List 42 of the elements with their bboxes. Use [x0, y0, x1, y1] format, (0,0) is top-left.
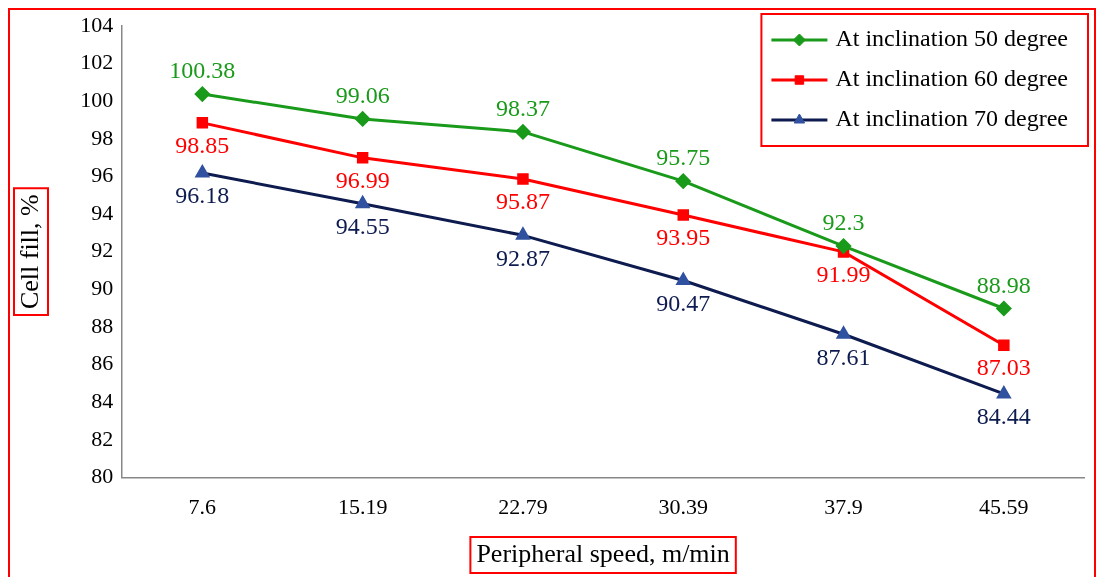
- data-label: 87.03: [976, 354, 1031, 381]
- x-tick-label: 15.19: [337, 494, 388, 520]
- data-label: 92.87: [495, 244, 550, 271]
- y-tick-label: 104: [80, 11, 114, 37]
- legend-label: At inclination 70 degree: [835, 105, 1068, 132]
- y-axis-title: Cell fill, %: [15, 194, 45, 310]
- data-label: 100.38: [169, 57, 236, 84]
- data-label: 91.99: [816, 261, 871, 288]
- data-label: 98.37: [495, 95, 550, 122]
- data-label: 96.18: [175, 182, 230, 209]
- data-label: 87.61: [816, 343, 871, 370]
- data-label: 84.44: [976, 403, 1031, 430]
- y-tick-label: 98: [91, 124, 114, 150]
- y-tick-label: 88: [91, 312, 114, 338]
- data-label: 95.75: [656, 144, 711, 171]
- data-label: 90.47: [656, 289, 711, 316]
- x-tick-label: 45.59: [979, 494, 1029, 520]
- x-tick-label: 30.39: [658, 494, 708, 520]
- y-tick-label: 92: [91, 237, 114, 263]
- y-tick-label: 80: [91, 463, 114, 489]
- x-tick-label: 22.79: [498, 494, 548, 520]
- y-tick-label: 82: [91, 425, 114, 451]
- data-label: 88.98: [976, 271, 1031, 298]
- legend-label: At inclination 50 degree: [835, 25, 1068, 52]
- y-tick-label: 94: [91, 199, 114, 225]
- data-label: 98.85: [175, 132, 230, 159]
- data-label: 99.06: [335, 82, 390, 109]
- data-label: 96.99: [335, 167, 390, 194]
- y-tick-label: 90: [91, 275, 114, 301]
- data-label: 94.55: [335, 213, 390, 240]
- x-axis-title: Peripheral speed, m/min: [476, 539, 730, 569]
- x-tick-label: 7.6: [188, 494, 217, 520]
- legend-label: At inclination 60 degree: [835, 65, 1068, 92]
- y-tick-label: 84: [91, 387, 114, 413]
- y-tick-label: 100: [80, 87, 114, 113]
- data-label: 95.87: [495, 188, 550, 215]
- y-tick-label: 96: [91, 162, 114, 188]
- y-tick-label: 102: [80, 49, 114, 75]
- data-label: 92.3: [822, 209, 865, 236]
- y-tick-label: 86: [91, 350, 114, 376]
- data-label: 93.95: [656, 224, 711, 251]
- x-tick-label: 37.9: [824, 494, 863, 520]
